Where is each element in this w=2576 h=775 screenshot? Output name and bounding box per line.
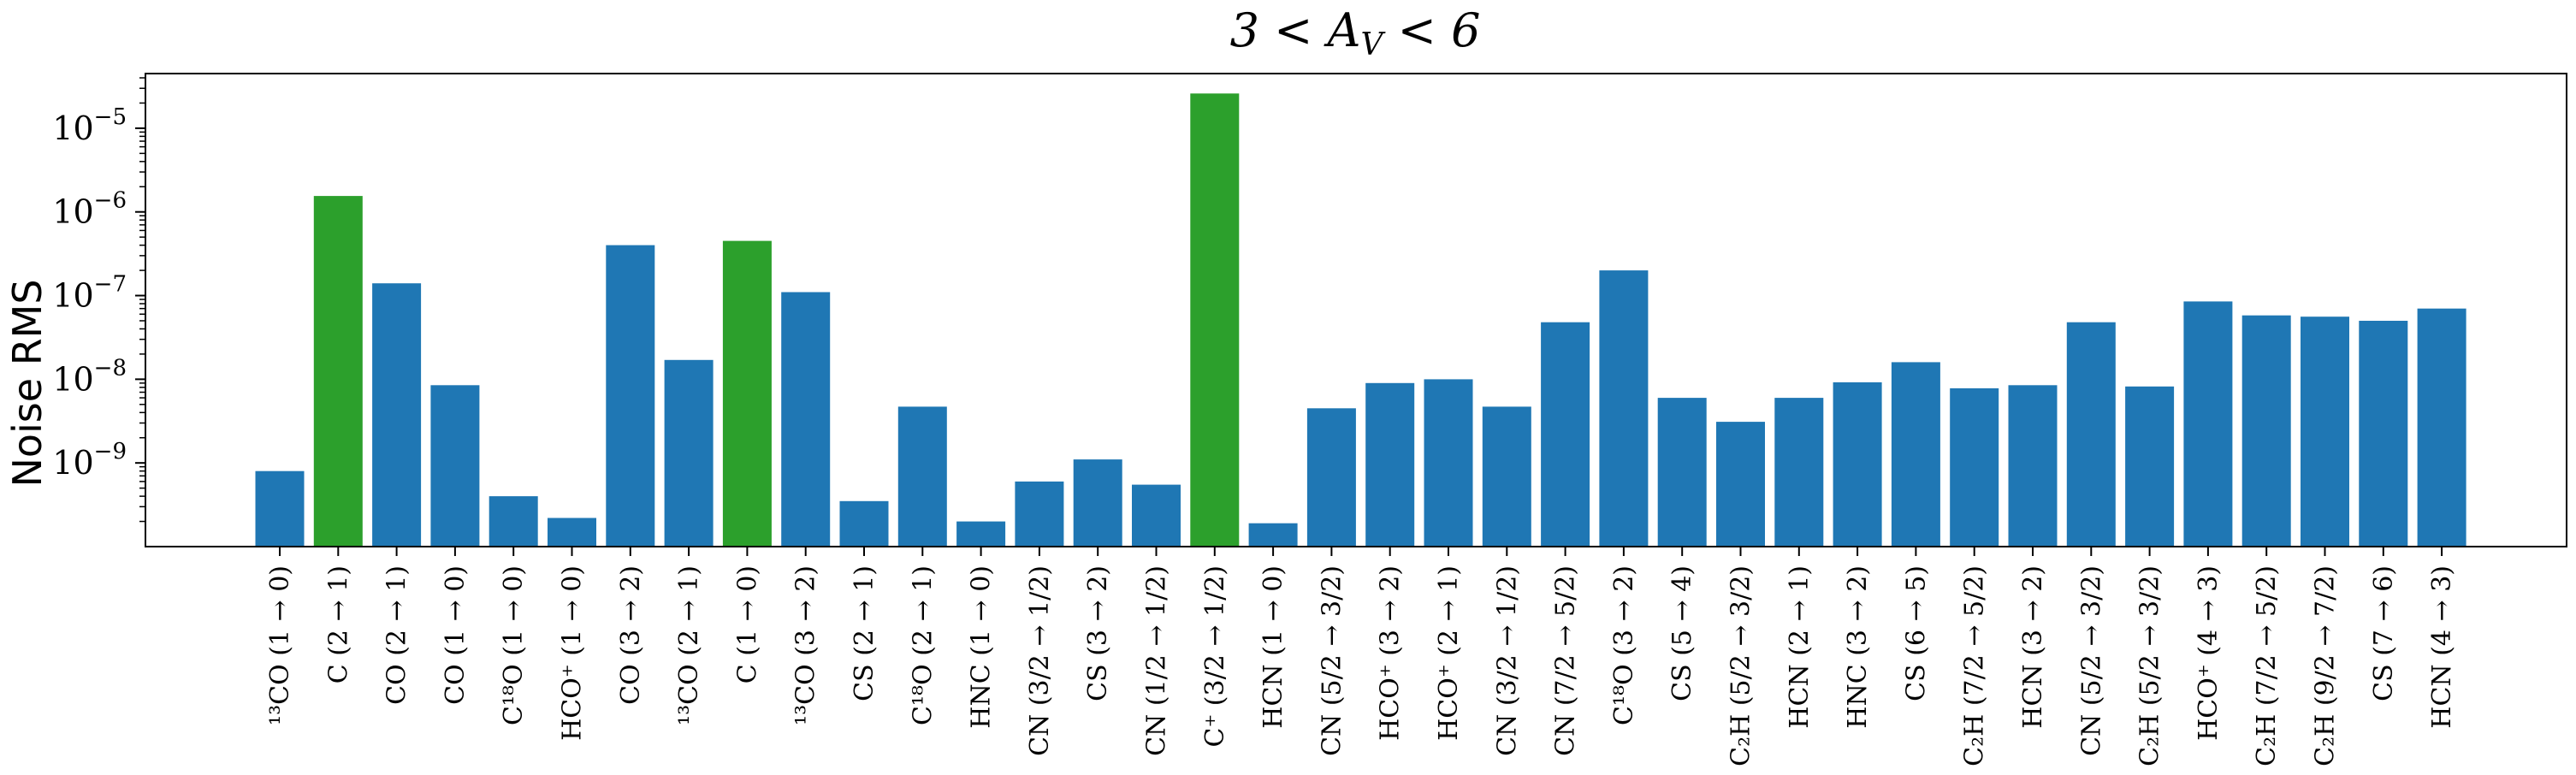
bar [1132,484,1181,547]
bar [1541,322,1590,547]
x-tick-label: CO (1 → 0) [441,565,471,705]
bar [2125,386,2175,547]
bar [722,240,772,547]
x-tick-label: C⁺ (3/2 → 1/2) [1200,565,1230,748]
x-tick-label: CS (5 → 4) [1667,565,1697,701]
y-tick-label: 10−5 [52,104,127,147]
bar [1190,93,1240,547]
x-tick-label: CN (3/2 → 1/2) [1492,565,1522,756]
bar [897,406,947,547]
x-tick-label: CO (2 → 1) [382,565,412,705]
x-tick-label: C₂H (9/2 → 7/2) [2311,565,2341,766]
bar [1424,379,1473,547]
bar [313,196,363,547]
y-axis-label: Noise RMS [4,279,50,487]
x-tick-label: CN (5/2 → 3/2) [1317,565,1347,756]
x-tick-label: C₂H (7/2 → 5/2) [2252,565,2282,766]
x-tick-label: CS (7 → 6) [2369,565,2399,701]
x-tick-label: C¹⁸O (3 → 2) [1609,565,1639,725]
bars-layer [255,93,2466,547]
bar [1833,382,1882,547]
y-tick-label: 10−7 [52,272,127,315]
x-tick-label: HCN (4 → 3) [2427,565,2457,729]
x-tick-label: HCN (1 → 0) [1258,565,1288,729]
bar [2301,317,2349,547]
bar [2066,322,2116,547]
x-tick-label: HCO⁺ (4 → 3) [2194,565,2224,741]
bar [664,359,714,547]
x-tick-label: HNC (1 → 0) [967,565,997,729]
x-tick-label: ¹³CO (3 → 2) [791,565,821,725]
bar [2417,308,2466,547]
x-tick-label: C (2 → 1) [323,565,353,683]
bar [1015,481,1064,547]
x-tick-label: HCO⁺ (1 → 0) [558,565,588,741]
x-tick-label: ¹³CO (2 → 1) [674,565,704,725]
x-tick-label: HCO⁺ (2 → 1) [1434,565,1464,741]
x-tick-label: ¹³CO (1 → 0) [265,565,295,725]
bar [781,292,831,547]
plot-frame [145,73,2567,547]
x-tick-label: C₂H (5/2 → 3/2) [1726,565,1756,766]
bar [2008,385,2058,547]
bar [1657,398,1707,547]
x-tick-label: CS (2 → 1) [850,565,879,701]
y-tick-label: 10−9 [52,439,127,482]
bar [2359,321,2408,547]
bar [956,521,1006,547]
bar [1365,382,1415,547]
x-tick-label: CN (3/2 → 1/2) [1025,565,1055,756]
x-tick-label: HCO⁺ (3 → 2) [1376,565,1406,741]
x-tick-label: CN (5/2 → 3/2) [2076,565,2106,756]
x-tick-label: C (1 → 0) [732,565,762,683]
bar [1306,408,1356,547]
bar [2241,315,2291,547]
bar [606,245,655,547]
y-tick-label: 10−6 [52,188,127,231]
bar [1774,398,1824,547]
bar [1716,422,1765,547]
x-tick-label: HCN (3 → 2) [2018,565,2048,729]
bar [1482,406,1531,547]
bar [839,500,889,547]
x-tick-label: CN (1/2 → 1/2) [1142,565,1172,756]
chart-title: 3 < AV < 6 [1230,3,1481,62]
x-tick-labels: ¹³CO (1 → 0) C (2 → 1) CO (2 → 1) CO (1 → 0… [265,547,2457,766]
bar [1073,459,1122,547]
bar [255,470,305,547]
x-tick-label: C¹⁸O (1 → 0) [499,565,529,725]
y-tick-label: 10−8 [52,355,127,398]
x-tick-label: CS (6 → 5) [1901,565,1931,701]
bar [548,518,596,547]
bar [430,385,480,547]
x-tick-label: HNC (3 → 2) [1843,565,1873,729]
bar [1599,270,1649,547]
tick-layer: 10−9 10−8 10−7 10−6 10−5 [52,77,145,523]
x-tick-label: C₂H (7/2 → 5/2) [1960,565,1990,766]
bar [489,496,538,547]
bar [1248,523,1298,547]
x-tick-label: HCN (2 → 1) [1785,565,1815,729]
x-tick-label: CN (7/2 → 5/2) [1551,565,1581,756]
bar [2183,301,2233,547]
x-tick-label: CS (3 → 2) [1083,565,1113,701]
x-tick-label: C¹⁸O (2 → 1) [908,565,938,725]
x-tick-label: C₂H (5/2 → 3/2) [2135,565,2165,766]
bar [1891,362,1940,547]
bar [1950,388,1999,547]
x-tick-label: CO (3 → 2) [616,565,646,705]
bar [372,283,422,547]
